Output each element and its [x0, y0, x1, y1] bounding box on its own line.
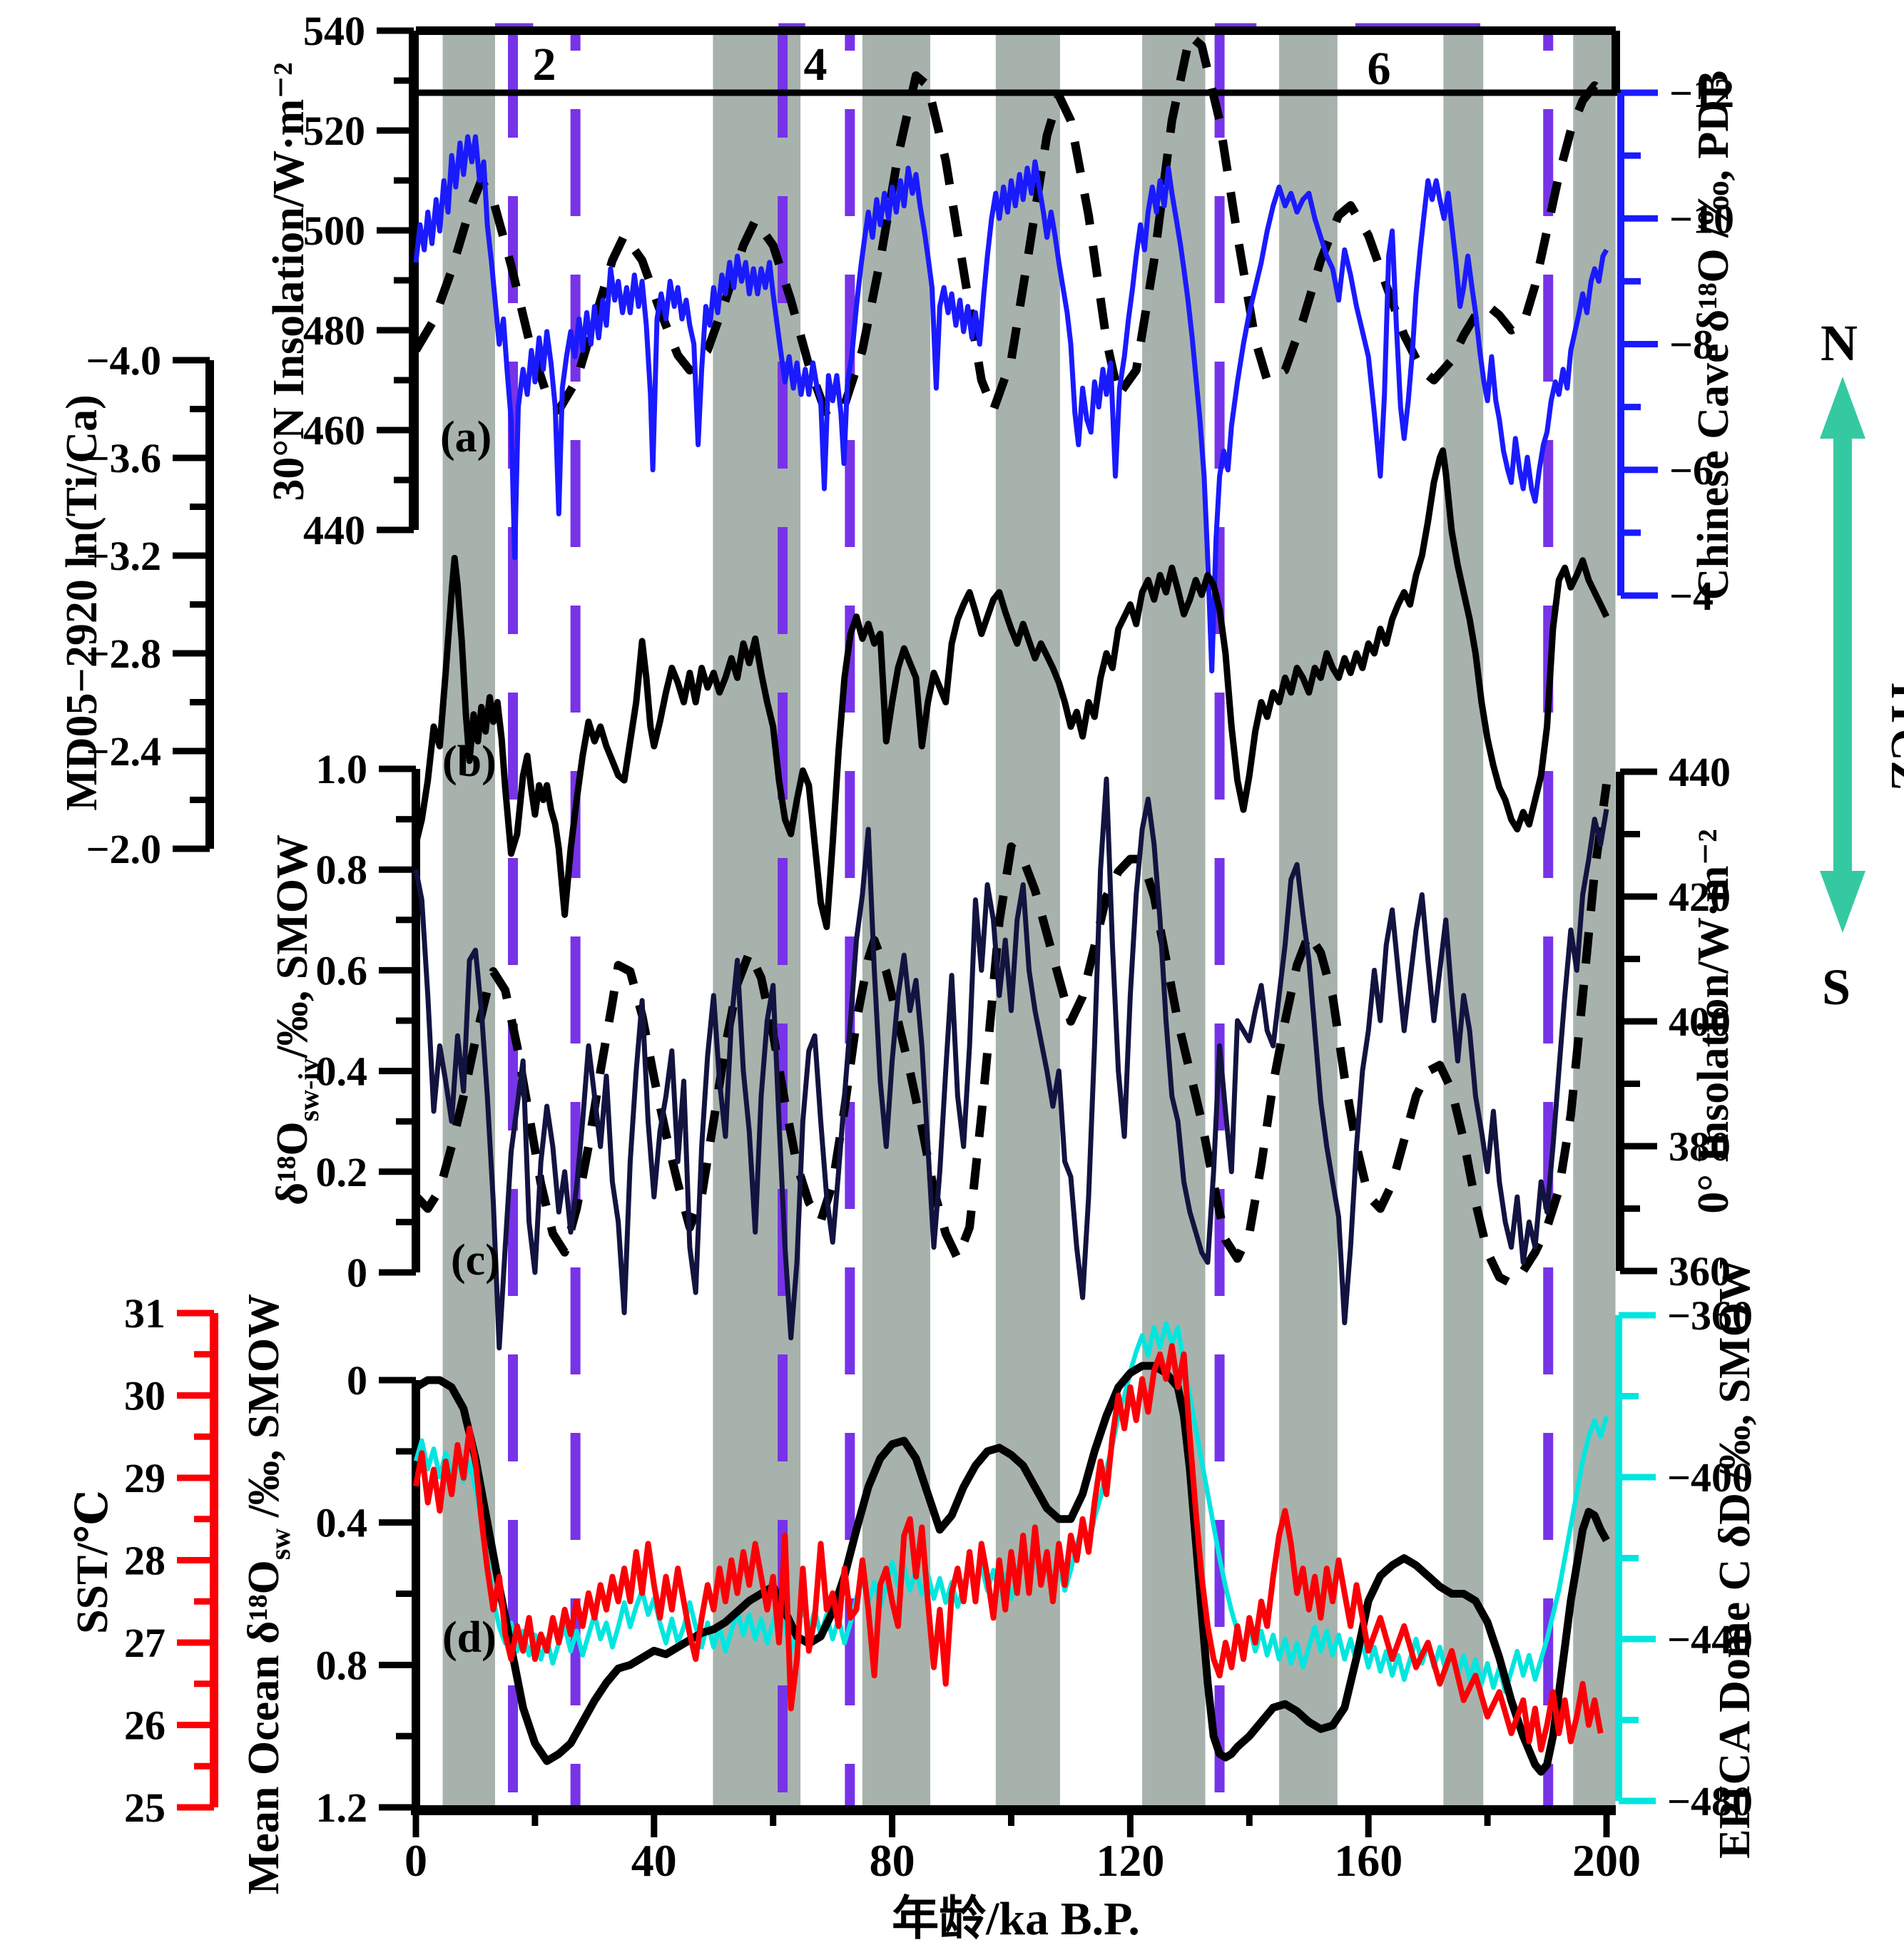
- ins30-tick-label: 480: [303, 307, 365, 354]
- sst-tick-label: 28: [124, 1538, 166, 1584]
- series-insolation_0deg: [412, 783, 1611, 1288]
- epica-tick-label: −360: [1667, 1292, 1753, 1339]
- sst-tick-label: 31: [124, 1290, 166, 1337]
- itcz-label: ITCZ: [1882, 682, 1904, 790]
- itcz-north-south-arrow-icon: [1820, 377, 1865, 933]
- ins30-tick-label: 520: [303, 108, 365, 154]
- x-tick-label: 160: [1334, 1835, 1402, 1886]
- ins30-tick-label: 440: [303, 507, 365, 553]
- cave-tick-label: −12: [1669, 70, 1734, 116]
- axis-title-epica: EPICA Dome C δD /‰, SMOW: [1711, 1258, 1759, 1859]
- series-chinese_cave_d18O: [413, 134, 1609, 674]
- swiv-tick-label: 0.8: [316, 847, 368, 893]
- ins30-tick-label: 540: [303, 8, 365, 54]
- mo-tick-label: 0: [347, 1357, 367, 1404]
- tica-tick-label: −2.8: [86, 631, 161, 677]
- swiv-tick-label: 0: [347, 1250, 367, 1296]
- tick-label-layer: 0 40 80 120 160 200540520500480460440−12−10−8…: [86, 8, 1753, 1886]
- sst-tick-label: 25: [124, 1785, 166, 1831]
- panel-label-a: (a): [440, 413, 492, 461]
- mis-stage-6-label: 6: [1368, 43, 1391, 95]
- ins0-tick-label: 440: [1669, 749, 1731, 795]
- tica-tick-label: −3.2: [86, 533, 161, 579]
- sst-tick-label: 26: [124, 1703, 166, 1749]
- axis-title-d18o-sw-iv: δ¹⁸Osw-iv/‰, SMOW: [268, 834, 325, 1205]
- frame-layer: [173, 26, 1658, 1837]
- mo-tick-label: 0.4: [316, 1500, 368, 1546]
- cave-tick-label: −4: [1669, 573, 1714, 619]
- series-d18o_sw_iv: [413, 776, 1609, 1351]
- axis-title-insolation-30n: 30°N Insolation/W·m⁻²: [265, 62, 313, 501]
- axis-title-md05-2920: MD05−2920 ln(Ti/Ca): [58, 394, 106, 811]
- ins30-tick-label: 500: [303, 208, 365, 254]
- cave-tick-label: −10: [1669, 195, 1734, 242]
- x-tick-label: 40: [631, 1835, 677, 1886]
- mis-stage-4-label: 4: [804, 39, 828, 91]
- series-md05_2920_ti_ca: [412, 447, 1610, 931]
- series-epica_dD: [413, 1321, 1609, 1695]
- ins30-tick-label: 460: [303, 407, 365, 454]
- sst-tick-label: 30: [124, 1373, 166, 1419]
- series-insolation_30N: [412, 31, 1609, 419]
- tica-tick-label: −4.0: [86, 337, 161, 384]
- x-tick-label: 120: [1096, 1835, 1164, 1886]
- cave-tick-label: −8: [1669, 322, 1714, 368]
- panel-label-d: (d): [442, 1613, 497, 1662]
- series-layer: [412, 31, 1611, 1776]
- tica-tick-label: −2.4: [86, 728, 161, 775]
- swiv-tick-label: 0.2: [316, 1149, 368, 1195]
- series-mean_ocean_d18o: [414, 1362, 1610, 1776]
- swiv-tick-label: 0.6: [316, 947, 368, 994]
- x-tick-label: 80: [870, 1835, 915, 1886]
- mo-tick-label: 0.8: [316, 1642, 368, 1688]
- swiv-tick-label: 1.0: [316, 746, 368, 792]
- ins0-tick-label: 400: [1669, 999, 1731, 1045]
- tica-tick-label: −3.6: [86, 435, 161, 481]
- ins0-tick-label: 380: [1669, 1123, 1731, 1170]
- epica-tick-label: −480: [1667, 1778, 1753, 1824]
- mo-tick-label: 1.2: [316, 1785, 368, 1831]
- panel-label-b: (b): [442, 737, 497, 786]
- swiv-tick-label: 0.4: [316, 1048, 368, 1095]
- axis-title-chinese-cave: Chinese Cave δ¹⁸O /‰, PDB: [1689, 71, 1738, 601]
- mis-stage-2-label: 2: [533, 39, 556, 91]
- cave-tick-label: −6: [1669, 447, 1714, 494]
- ins0-tick-label: 360: [1669, 1248, 1731, 1295]
- itcz-south-label: S: [1822, 959, 1850, 1016]
- x-axis-title: 年龄/ka B.P.: [892, 1893, 1140, 1945]
- epica-tick-label: −400: [1667, 1454, 1753, 1501]
- axis-title-sst: SST/℃: [68, 1490, 117, 1634]
- tica-tick-label: −2.0: [86, 826, 161, 872]
- x-tick-label: 200: [1572, 1835, 1641, 1886]
- sst-tick-label: 27: [124, 1620, 166, 1666]
- axis-title-insolation-0deg: 0° Insolation/W·m⁻²: [1689, 829, 1738, 1213]
- series-sst: [413, 1343, 1604, 1753]
- axis-title-mean-ocean: Mean Ocean δ¹⁸Osw /‰, SMOW: [240, 1294, 296, 1894]
- x-tick-label: 0: [404, 1835, 427, 1886]
- ins0-tick-label: 420: [1669, 874, 1731, 920]
- panel-label-c: (c): [451, 1236, 500, 1285]
- sst-tick-label: 29: [124, 1455, 166, 1501]
- epica-tick-label: −440: [1667, 1616, 1753, 1663]
- itcz-north-label: N: [1821, 315, 1858, 372]
